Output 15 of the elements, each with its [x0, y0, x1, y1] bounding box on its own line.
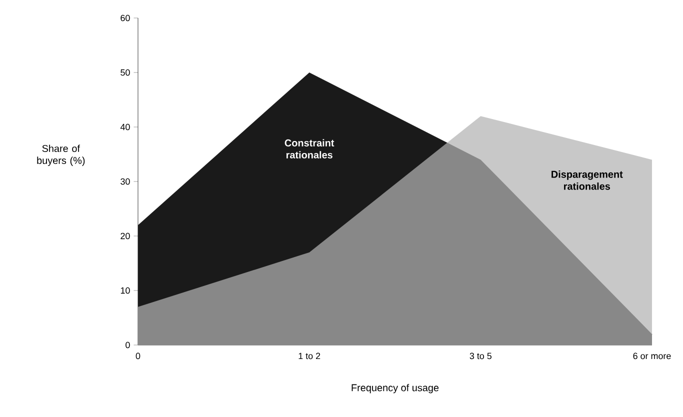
y-tick-label: 20 — [120, 232, 130, 240]
x-tick-label: 3 to 5 — [470, 352, 492, 360]
series-label: Constraint rationales — [284, 139, 334, 158]
x-tick-label: 0 — [136, 352, 140, 360]
x-axis-title: Frequency of usage — [352, 384, 439, 394]
y-tick-label: 0 — [126, 342, 130, 348]
y-tick-label: 40 — [120, 124, 130, 130]
x-tick-label: 6 or more — [633, 352, 671, 360]
y-tick-label: 50 — [120, 69, 130, 76]
series-label: Disparagement rationales — [552, 170, 623, 190]
y-axis-title: Share of buyers (%) — [37, 144, 85, 166]
y-tick-label: 10 — [120, 287, 130, 294]
x-tick-label: 1 to 2 — [298, 352, 320, 360]
y-tick-label: 30 — [120, 178, 130, 185]
y-tick-label: 60 — [120, 14, 130, 22]
